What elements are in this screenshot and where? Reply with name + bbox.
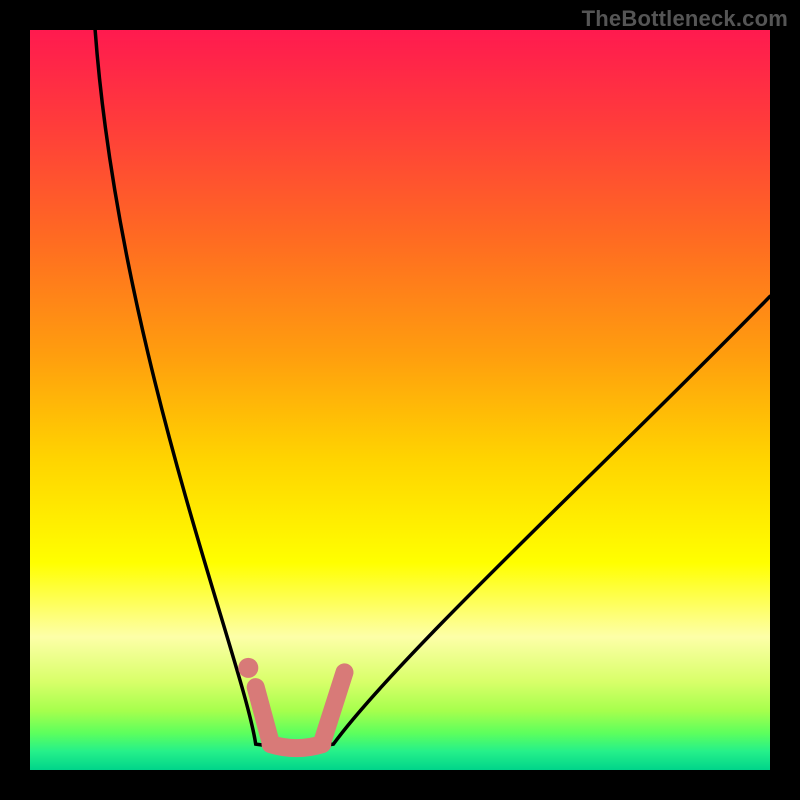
watermark-text: TheBottleneck.com	[582, 6, 788, 32]
chart-frame: TheBottleneck.com	[0, 0, 800, 800]
bottleneck-chart-svg	[0, 0, 800, 800]
